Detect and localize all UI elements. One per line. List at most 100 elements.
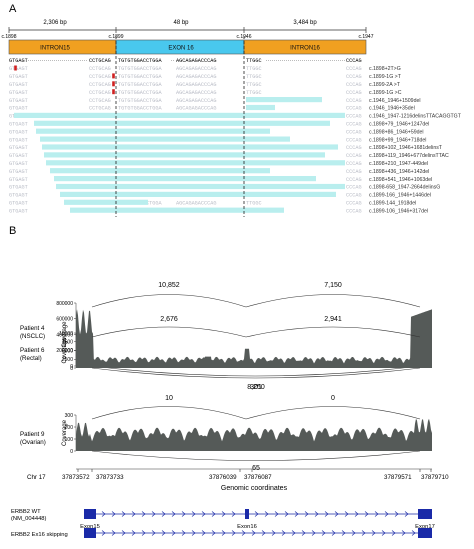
variant-row: GTGAGTCCTGCAGTGTGTGGACCTGGAAGCAGAGACCCAG…: [9, 120, 429, 128]
variant-seq-fragment: CCCAG: [346, 185, 362, 191]
coverage-axis-title: Coverage: [62, 419, 68, 446]
chevron-right-icon: [161, 530, 166, 536]
variant-seq-fragment: TTGGC: [246, 201, 262, 207]
wt-transcript-accession: (NM_004448): [11, 516, 47, 522]
y-tick-label: 200000: [56, 348, 73, 354]
chevron-right-icon: [334, 511, 339, 517]
point-mutation-mark: [14, 65, 17, 71]
variant-seq-fragment: CCTGCAG: [89, 106, 111, 112]
panel-a-label: A: [9, 3, 17, 15]
variant-label: c.1898+119_1946+677delinsTTAC: [369, 153, 449, 159]
variant-row: GTGAGTCCTGCAGTGTGTGGACCTGGAAGCAGAGACCCAG…: [9, 199, 416, 207]
junction-arc-right: [245, 406, 421, 420]
variant-seq-fragment: AGCAGAGACCCAG: [176, 66, 216, 72]
variant-seq-fragment: GTGAGT: [9, 153, 28, 159]
junction-count-right: 0: [331, 395, 335, 402]
y-tick-label: 400000: [56, 332, 73, 338]
variant-seq-fragment: TGTGTGGACCTGGA: [118, 106, 162, 112]
variant-seq-fragment: GTGAGT: [9, 193, 28, 199]
y-tick-label: 0: [70, 449, 73, 455]
junction-arc-right: [245, 294, 421, 308]
chevron-right-icon: [151, 511, 156, 517]
variant-row: GTGAGTCCTGCAGTGTGTGGACCTGGAAGCAGAGACCCAG…: [9, 160, 428, 167]
chevron-right-icon: [161, 511, 166, 517]
chevron-right-icon: [151, 530, 156, 536]
chevron-right-icon: [324, 511, 329, 517]
chevron-right-icon: [344, 511, 349, 517]
junction-count-skip: 8,250: [247, 384, 265, 391]
variant-seq-fragment: GTGAGT: [9, 106, 28, 112]
variant-label: c.1898+99_1946+718del: [369, 137, 426, 143]
exon17-label: Exon17: [415, 524, 435, 530]
variant-row: GTGAGTCCTGCAGTGTGTGGACCTGGAAGCAGAGACCCAG…: [9, 112, 462, 120]
deletion-bar: [34, 120, 330, 126]
y-tick-label: 100: [65, 437, 74, 443]
variant-seq-fragment: AGCAGAGACCCAG: [176, 106, 216, 112]
ref-seq-left: GTGAGT: [9, 58, 28, 64]
chevron-right-icon: [384, 511, 389, 517]
y-tick-label: 0: [70, 364, 73, 370]
variant-seq-fragment: CCCAG: [346, 90, 362, 96]
ref-seq-right2: CCCAG: [346, 58, 362, 64]
y-tick-label: 2500: [62, 357, 73, 363]
chevron-right-icon: [411, 530, 416, 536]
chevron-right-icon: [191, 511, 196, 517]
intron16-label: INTRON16: [290, 46, 320, 52]
chevron-right-icon: [284, 511, 289, 517]
coverage-axis-title: Coverage: [62, 337, 68, 364]
deletion-bar: [246, 97, 322, 103]
chevron-right-icon: [371, 530, 376, 536]
reference-sequence: GTGAGT CCTGCAG TGTGTGGACCTGGA AGCAGAGACC…: [9, 58, 362, 64]
chevron-right-icon: [314, 511, 319, 517]
y-tick-label: 200: [65, 425, 74, 431]
chevron-right-icon: [121, 511, 126, 517]
variant-seq-fragment: AGCAGAGACCCAG: [176, 98, 216, 104]
variant-seq-fragment: TGTGTGGACCTGGA: [118, 82, 162, 88]
variant-seq-fragment: CCCAG: [346, 177, 362, 183]
coord-label: 37873572: [62, 474, 90, 481]
variant-label: c.1898+86_1946+59del: [369, 129, 424, 135]
deletion-bar: [54, 176, 316, 182]
deletion-bar: [60, 191, 336, 197]
deletion-bar: [44, 152, 325, 158]
exon16-label: EXON 16: [168, 46, 194, 52]
y-tick-label: 7500: [62, 340, 73, 346]
variant-seq-fragment: CCCAG: [346, 169, 362, 175]
deletion-bar: [70, 207, 284, 213]
variant-label: c.1898+79_1946+1247del: [369, 122, 429, 128]
variant-seq-fragment: GTGAGT: [9, 137, 28, 143]
junction-count-skip: 65: [252, 465, 260, 472]
segment-size-1: 2,306 bp: [43, 20, 67, 26]
variant-seq-fragment: GTGAGT: [9, 74, 28, 80]
ref-seq-right1: TTGGC: [246, 58, 262, 64]
variant-seq-fragment: CCCAG: [346, 66, 362, 72]
variant-seq-fragment: GTGAGT: [9, 177, 28, 183]
chevron-right-icon: [181, 511, 186, 517]
variant-label: c.1898+436_1946+142del: [369, 169, 429, 175]
chevron-right-icon: [221, 530, 226, 536]
x-axis-title: Genomic coordinates: [221, 485, 288, 492]
variant-label: c.1898+2T>G: [369, 66, 401, 72]
variant-row: GTGAGTCCTGCAGTGTGTGGACCTGGAAGCAGAGACCCAG…: [9, 191, 431, 199]
chevron-right-icon: [394, 511, 399, 517]
chevron-right-icon: [101, 511, 106, 517]
variant-seq-fragment: CCTGCAG: [89, 82, 111, 88]
point-mutation-mark: [112, 89, 115, 95]
variant-seq-fragment: GTGAGT: [9, 129, 28, 135]
y-tick-label: 5000: [62, 348, 73, 354]
genomic-axis: Chr 17 37873572 37873733 37876039 378760…: [27, 468, 449, 492]
variant-label: c.1899-1G >T: [369, 74, 402, 80]
chevron-right-icon: [294, 511, 299, 517]
variant-seq-fragment: GTGAGT: [9, 66, 28, 72]
skip-transcript-name: ERBB2 Ex16 skipping: [11, 532, 68, 538]
junction-count-right: 2,941: [324, 316, 342, 323]
variant-row: GTGAGTCCTGCAGTGTGTGGACCTGGAAGCAGAGACCCAG…: [9, 176, 432, 183]
deletion-bar: [64, 199, 148, 205]
variant-seq-fragment: CCTGCAG: [89, 66, 111, 72]
variant-row: GTGAGTCCTGCAGTGTGTGGACCTGGAAGCAGAGACCCAG…: [9, 128, 424, 135]
